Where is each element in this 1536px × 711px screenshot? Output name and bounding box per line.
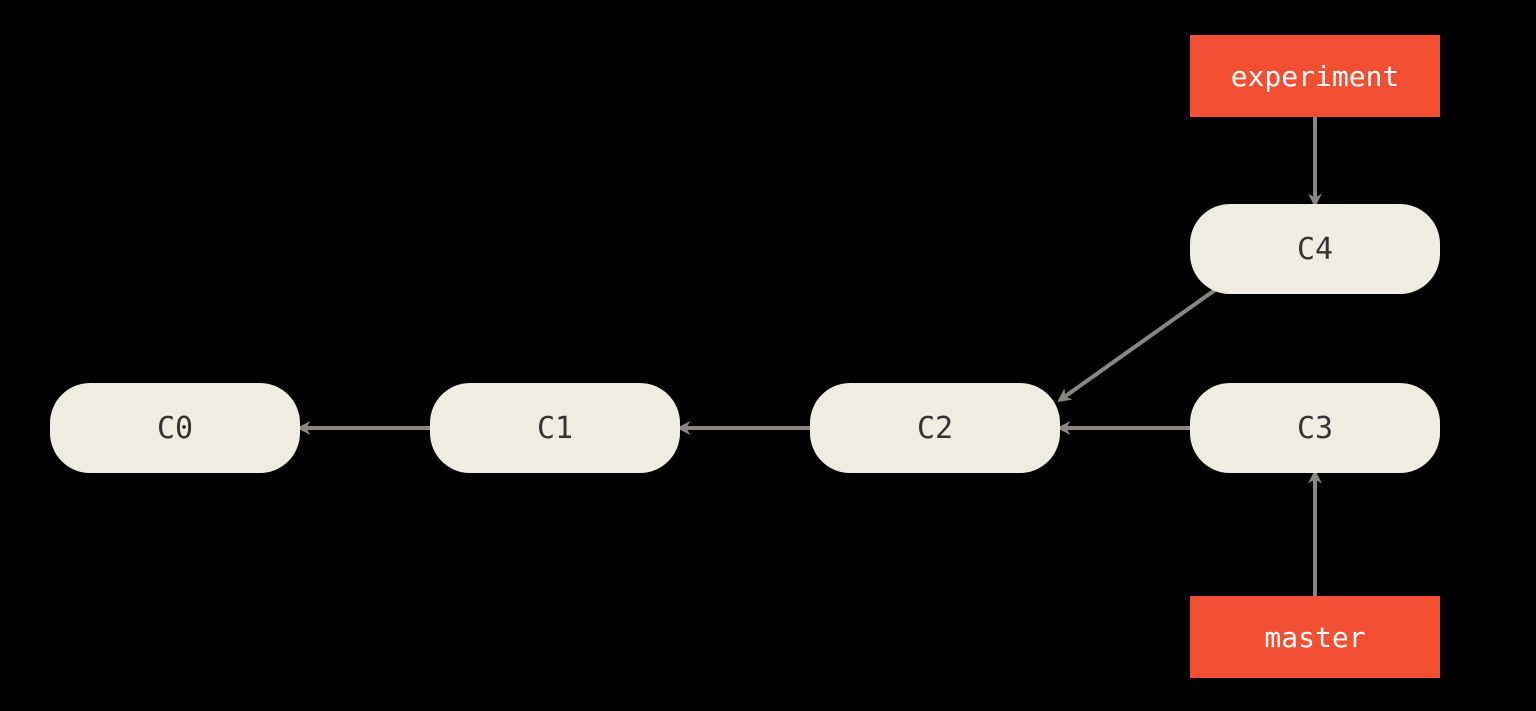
commit-label: C4	[1297, 232, 1333, 267]
branch-label-text: experiment	[1231, 60, 1400, 93]
edge-c4-to-c2	[1060, 290, 1215, 400]
commit-label: C1	[537, 411, 573, 446]
commit-node-c2: C2	[810, 383, 1060, 473]
commit-node-c4: C4	[1190, 204, 1440, 294]
branch-label-text: master	[1264, 621, 1365, 654]
commit-node-c0: C0	[50, 383, 300, 473]
commit-label: C3	[1297, 411, 1333, 446]
commit-node-c1: C1	[430, 383, 680, 473]
git-diagram: C0 C1 C2 C3 C4 experiment master	[0, 0, 1536, 711]
commit-label: C2	[917, 411, 953, 446]
commit-node-c3: C3	[1190, 383, 1440, 473]
branch-label-master: master	[1190, 596, 1440, 678]
commit-label: C0	[157, 411, 193, 446]
branch-label-experiment: experiment	[1190, 35, 1440, 117]
